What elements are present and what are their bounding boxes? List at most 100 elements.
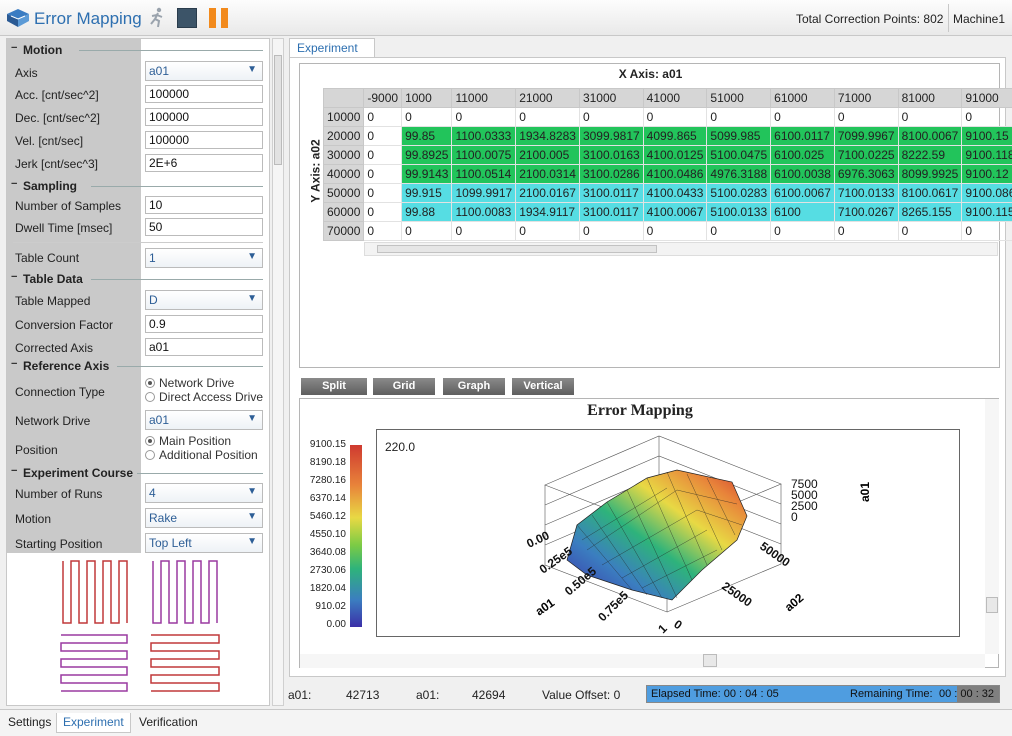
table-cell[interactable]: 5100.0283 <box>706 183 772 203</box>
table-cell[interactable]: 6100.0038 <box>770 164 835 184</box>
table-cell[interactable]: 99.8925 <box>401 145 453 165</box>
table-cell[interactable]: 1100.0333 <box>451 126 517 146</box>
table-cell[interactable]: 0 <box>401 107 453 127</box>
row-header[interactable]: 30000 <box>322 145 365 165</box>
table-cell[interactable]: 4100.0486 <box>642 164 708 184</box>
column-header[interactable]: 71000 <box>833 88 899 108</box>
table-cell[interactable]: 0 <box>578 221 644 241</box>
table-cell[interactable]: 8100.0617 <box>897 183 963 203</box>
table-cell[interactable]: 5100.0133 <box>706 202 772 222</box>
pause-button[interactable] <box>209 8 229 28</box>
table-cell[interactable]: 0 <box>401 221 453 241</box>
table-cell[interactable]: 0 <box>451 107 517 127</box>
table-cell[interactable]: 0 <box>363 183 403 203</box>
stop-button[interactable] <box>177 8 197 28</box>
table-cell[interactable]: 0 <box>578 107 644 127</box>
grid-horizontal-scrollbar[interactable] <box>364 242 998 256</box>
table-cell[interactable]: 0 <box>833 107 899 127</box>
acc-input[interactable]: 100000 <box>145 85 263 103</box>
start-position-select[interactable]: Top Left ▼ <box>145 533 263 553</box>
table-cell[interactable]: 4100.0067 <box>642 202 708 222</box>
row-header[interactable]: 20000 <box>322 126 365 146</box>
path-pattern-bottom-right[interactable] <box>150 634 220 692</box>
table-cell[interactable]: 2100.005 <box>515 145 580 165</box>
column-header[interactable]: 91000 <box>961 88 1012 108</box>
section-sampling[interactable]: − Sampling <box>7 177 271 195</box>
collapse-icon[interactable]: − <box>11 42 18 54</box>
table-cell[interactable]: 2100.0314 <box>515 164 580 184</box>
row-header[interactable]: 40000 <box>322 164 365 184</box>
table-cell[interactable]: 6976.3063 <box>833 164 899 184</box>
tab-experiment-1[interactable]: Experiment 1 <box>289 38 375 69</box>
table-cell[interactable]: 0 <box>961 221 1012 241</box>
table-cell[interactable]: 0 <box>833 221 899 241</box>
path-pattern-bottom-left[interactable] <box>60 634 128 692</box>
table-cell[interactable]: 0 <box>363 221 403 241</box>
path-pattern-top-right[interactable] <box>152 560 218 624</box>
runs-select[interactable]: 4 ▼ <box>145 483 263 503</box>
running-man-icon[interactable] <box>146 7 168 29</box>
column-header[interactable]: 41000 <box>642 88 708 108</box>
table-cell[interactable]: 7100.0267 <box>833 202 899 222</box>
table-cell[interactable]: 5099.985 <box>706 126 772 146</box>
table-cell[interactable]: 1100.0083 <box>451 202 517 222</box>
table-cell[interactable]: 4100.0125 <box>642 145 708 165</box>
conversion-factor-input[interactable]: 0.9 <box>145 315 263 333</box>
column-header[interactable]: 21000 <box>515 88 580 108</box>
table-cell[interactable]: 9100.15 <box>961 126 1012 146</box>
section-reference-axis[interactable]: − Reference Axis <box>7 357 271 375</box>
table-cell[interactable]: 3100.0286 <box>578 164 644 184</box>
table-cell[interactable]: 8099.9925 <box>897 164 963 184</box>
dwell-input[interactable]: 50 <box>145 218 263 236</box>
collapse-icon[interactable]: − <box>11 358 18 370</box>
table-cell[interactable]: 99.85 <box>401 126 453 146</box>
table-cell[interactable]: 0 <box>642 107 708 127</box>
table-cell[interactable]: 6100.0067 <box>770 183 835 203</box>
row-header[interactable]: 70000 <box>322 221 365 241</box>
corrected-axis-input[interactable]: a01 <box>145 338 263 356</box>
table-cell[interactable]: 6100.0117 <box>770 126 835 146</box>
tab-experiment[interactable]: Experiment <box>56 713 131 733</box>
table-cell[interactable]: 9100.086 <box>961 183 1012 203</box>
collapse-icon[interactable]: − <box>11 271 18 283</box>
left-panel-scrollbar[interactable] <box>272 38 284 706</box>
dec-input[interactable]: 100000 <box>145 108 263 126</box>
table-cell[interactable]: 0 <box>770 221 835 241</box>
table-cell[interactable]: 0 <box>363 202 403 222</box>
table-cell[interactable]: 1934.9117 <box>515 202 580 222</box>
chart-horizontal-scrollbar[interactable] <box>300 654 985 668</box>
table-cell[interactable]: 4100.0433 <box>642 183 708 203</box>
table-cell[interactable]: 99.88 <box>401 202 453 222</box>
samples-input[interactable]: 10 <box>145 196 263 214</box>
collapse-icon[interactable]: − <box>11 465 18 477</box>
column-header[interactable]: 81000 <box>897 88 963 108</box>
row-header[interactable]: 10000 <box>322 107 365 127</box>
table-cell[interactable]: 1100.0514 <box>451 164 517 184</box>
tab-verification[interactable]: Verification <box>139 715 198 729</box>
section-experiment-course[interactable]: − Experiment Course <box>7 464 271 482</box>
jerk-input[interactable]: 2E+6 <box>145 154 263 172</box>
table-cell[interactable]: 2100.0167 <box>515 183 580 203</box>
collapse-icon[interactable]: − <box>11 178 18 190</box>
axis-select[interactable]: a01 ▼ <box>145 61 263 81</box>
table-cell[interactable]: 9100.115 <box>961 202 1012 222</box>
grid-button[interactable]: Grid <box>373 378 435 395</box>
table-cell[interactable]: 0 <box>363 126 403 146</box>
table-cell[interactable]: 0 <box>897 221 963 241</box>
motion-select[interactable]: Rake ▼ <box>145 508 263 528</box>
table-cell[interactable]: 9100.1183 <box>961 145 1012 165</box>
tab-settings[interactable]: Settings <box>8 715 52 729</box>
table-cell[interactable]: 8265.155 <box>897 202 963 222</box>
path-pattern-top-left[interactable] <box>62 560 128 624</box>
column-header[interactable]: 1000 <box>401 88 453 108</box>
table-cell[interactable]: 3099.9817 <box>578 126 644 146</box>
vertical-button[interactable]: Vertical <box>512 378 574 395</box>
table-cell[interactable]: 0 <box>363 164 403 184</box>
table-cell[interactable]: 1099.9917 <box>451 183 517 203</box>
table-cell[interactable]: 4976.3188 <box>706 164 772 184</box>
column-header[interactable]: 11000 <box>451 88 517 108</box>
table-cell[interactable]: 7100.0133 <box>833 183 899 203</box>
graph-button[interactable]: Graph <box>443 378 505 395</box>
table-cell[interactable]: 6100.025 <box>770 145 835 165</box>
row-header[interactable]: 60000 <box>322 202 365 222</box>
